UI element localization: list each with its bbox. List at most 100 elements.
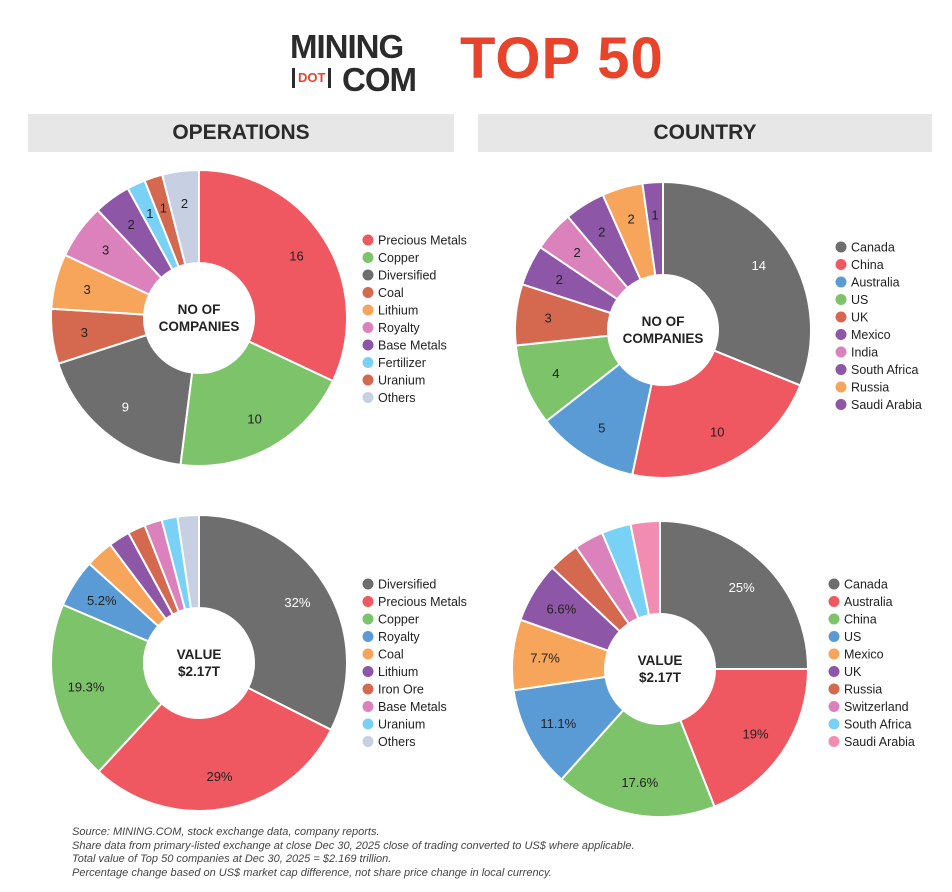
slice-value-label: 6.6% bbox=[547, 601, 577, 616]
legend-item-label: Iron Ore bbox=[378, 683, 424, 697]
legend-swatch bbox=[362, 322, 374, 333]
slice-value-label: 14 bbox=[752, 258, 766, 273]
slice-value-label: 4 bbox=[552, 366, 559, 381]
slice-value-label: 2 bbox=[181, 196, 188, 211]
legend-swatch bbox=[835, 311, 847, 323]
slice-value-label: 1 bbox=[651, 207, 658, 222]
slice-value-label: 25% bbox=[729, 580, 755, 595]
donut-center-label: NO OF bbox=[178, 302, 221, 317]
donut-hole bbox=[606, 615, 714, 723]
slice-value-label: 2 bbox=[127, 217, 134, 232]
page-title: TOP 50 bbox=[460, 26, 664, 91]
legend-item-label: Diversified bbox=[378, 578, 436, 592]
legend-swatch bbox=[362, 596, 374, 607]
slice-value-label: 3 bbox=[81, 325, 88, 340]
legend-swatch bbox=[835, 364, 847, 375]
pie-slice-others bbox=[160, 168, 200, 266]
slice-value-label: 9 bbox=[122, 399, 129, 414]
legend-item-label: UK bbox=[851, 311, 869, 325]
legend-swatch bbox=[835, 241, 847, 253]
pie-slice-precious-metals bbox=[97, 686, 333, 812]
slice-value-label: 10 bbox=[710, 424, 724, 439]
slice-value-label: 3 bbox=[84, 282, 91, 297]
legend-swatch bbox=[828, 701, 840, 712]
legend-item-label: Base Metals bbox=[378, 339, 447, 353]
pie-slice-canada bbox=[662, 180, 812, 387]
pie-slice-china bbox=[631, 349, 802, 479]
slice-value-label: 32% bbox=[284, 595, 310, 610]
legend-swatch bbox=[835, 399, 847, 410]
legend-item-label: Coal bbox=[378, 648, 404, 662]
slice-value-label: 19% bbox=[743, 726, 769, 741]
legend-item-label: Canada bbox=[851, 241, 895, 255]
donut-hole bbox=[145, 609, 253, 717]
slice-value-label: 5.2% bbox=[87, 593, 117, 608]
legend-swatch bbox=[828, 613, 840, 625]
mining-dot-com-logo: MINING DOT COM bbox=[290, 28, 440, 98]
pie-slice-copper bbox=[50, 603, 164, 774]
section-title-country: COUNTRY bbox=[478, 114, 932, 152]
legend-swatch bbox=[828, 736, 840, 747]
legend-item-label: Uranium bbox=[378, 374, 425, 388]
legend-swatch bbox=[362, 252, 374, 263]
legend-item-label: US bbox=[851, 293, 868, 307]
section-title-operations: OPERATIONS bbox=[28, 114, 454, 152]
legend-item-label: Diversified bbox=[378, 269, 436, 283]
legend-item-label: China bbox=[844, 613, 877, 627]
footer-line: Share data from primary-listed exchange … bbox=[72, 839, 635, 852]
slice-value-label: 19.3% bbox=[68, 680, 105, 695]
footer-line: Percentage change based on US$ market ca… bbox=[72, 866, 552, 879]
legend-item-label: Saudi Arabia bbox=[851, 398, 922, 412]
legend-swatch bbox=[362, 357, 374, 368]
pie-slice-diversified bbox=[56, 333, 194, 466]
legend-swatch bbox=[828, 718, 840, 730]
logo-mining-text: MINING bbox=[290, 28, 404, 65]
legend-item-label: Australia bbox=[844, 595, 893, 609]
donut-hole bbox=[609, 276, 717, 384]
pie-slice-copper bbox=[179, 340, 335, 467]
slice-value-label: 7.7% bbox=[530, 650, 560, 665]
legend-item-label: Switzerland bbox=[844, 700, 909, 714]
slice-value-label: 29% bbox=[206, 769, 232, 784]
legend-swatch bbox=[362, 234, 374, 246]
legend-item-label: Others bbox=[378, 735, 416, 749]
logo-com-text: COM bbox=[342, 61, 417, 98]
slice-value-label: 16 bbox=[289, 249, 303, 264]
donut-hole bbox=[145, 264, 253, 372]
legend-swatch bbox=[835, 294, 847, 305]
slice-value-label: 3 bbox=[102, 243, 109, 258]
legend-swatch bbox=[362, 666, 374, 677]
legend-item-label: Fertilizer bbox=[378, 356, 426, 370]
legend-item-label: India bbox=[851, 346, 878, 360]
legend-swatch bbox=[362, 392, 374, 403]
legend-item-label: Russia bbox=[851, 381, 889, 395]
footer-notes: Source: MINING.COM, stock exchange data,… bbox=[72, 826, 932, 880]
chart-legend: Diversified Precious Metals Copper Royalty C… bbox=[362, 578, 467, 749]
pie-slice-saudi-arabia bbox=[629, 519, 661, 617]
legend-item-label: Australia bbox=[851, 276, 900, 290]
slice-value-label: 2 bbox=[598, 225, 605, 240]
legend-swatch bbox=[362, 736, 374, 747]
legend-swatch bbox=[828, 631, 840, 642]
legend-item-label: Copper bbox=[378, 613, 419, 627]
legend-swatch bbox=[362, 631, 374, 642]
legend-item-label: Precious Metals bbox=[378, 595, 467, 609]
legend-item-label: Base Metals bbox=[378, 700, 447, 714]
legend-swatch bbox=[362, 287, 374, 298]
legend-item-label: UK bbox=[844, 665, 862, 679]
legend-item-label: Royalty bbox=[378, 321, 420, 335]
legend-item-label: Royalty bbox=[378, 630, 420, 644]
slice-value-label: 3 bbox=[545, 310, 552, 325]
donut-center-label: COMPANIES bbox=[623, 331, 704, 346]
legend-swatch bbox=[362, 269, 374, 281]
legend-item-label: Others bbox=[378, 391, 416, 405]
legend-swatch bbox=[835, 346, 847, 358]
legend-swatch bbox=[362, 648, 374, 660]
legend-swatch bbox=[828, 596, 840, 607]
slice-value-label: 10 bbox=[247, 412, 261, 427]
legend-item-label: Russia bbox=[844, 683, 882, 697]
legend-item-label: Mexico bbox=[851, 328, 891, 342]
